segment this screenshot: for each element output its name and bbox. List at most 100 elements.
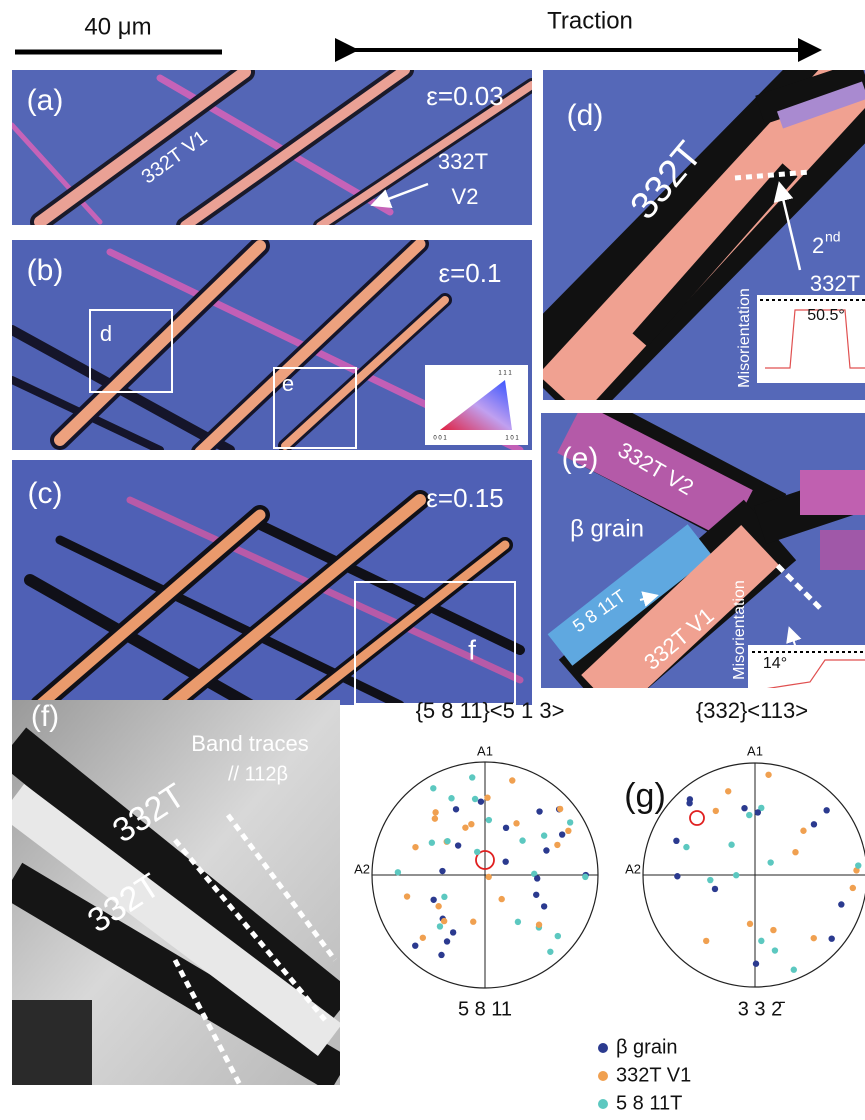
pole-point — [559, 831, 565, 837]
inset-angle: 14° — [763, 655, 787, 672]
pole-point — [444, 838, 450, 844]
ipf-label: 1 0 1 — [505, 436, 519, 442]
pole-point — [404, 893, 410, 899]
pole-point — [437, 923, 443, 929]
pole-point — [450, 929, 456, 935]
pole-point — [683, 844, 689, 850]
pole-point — [462, 824, 468, 830]
pole-point — [850, 885, 856, 891]
axis-label: A2 — [625, 861, 641, 876]
pole-point — [823, 807, 829, 813]
pole-point — [429, 840, 435, 846]
pole-figure-title: {5 8 11}<5 1 3> — [416, 698, 565, 723]
pole-point — [686, 800, 692, 806]
pole-point — [430, 785, 436, 791]
pole-point — [541, 832, 547, 838]
pole-point — [674, 873, 680, 879]
inset-axis: Misorientation — [731, 580, 748, 680]
pole-point — [468, 821, 474, 827]
second-twin-suffix: nd — [825, 229, 841, 245]
legend-label: 5 8 11T — [616, 1092, 682, 1114]
box-label: e — [282, 371, 294, 396]
pole-point — [498, 896, 504, 902]
pole-point — [472, 796, 478, 802]
legend-marker — [598, 1043, 608, 1053]
pole-point — [791, 967, 797, 973]
legend-label: 332T V1 — [616, 1064, 691, 1086]
panel-label: (a) — [27, 84, 64, 117]
pole-point — [741, 805, 747, 811]
pole-point — [455, 842, 461, 848]
traction-label: Traction — [547, 7, 633, 34]
pole-point — [478, 798, 484, 804]
legend-marker — [598, 1099, 608, 1109]
figure: 40 μm Traction (a) ε=0.03 332T V1 332T V… — [0, 0, 865, 1120]
pole-point — [430, 897, 436, 903]
panel-label: (c) — [28, 477, 63, 510]
panel-f — [12, 700, 340, 1085]
pole-point — [565, 828, 571, 834]
pole-figures — [372, 762, 865, 988]
ipf-label: 0 0 1 — [433, 436, 447, 442]
pole-point — [547, 949, 553, 955]
pole-point — [707, 877, 713, 883]
panel-label: (f) — [31, 700, 59, 733]
pole-point — [448, 795, 454, 801]
normal-label: 5 8 11 — [458, 998, 512, 1020]
pole-point — [555, 933, 561, 939]
box-label: f — [468, 634, 476, 665]
pole-point — [469, 774, 475, 780]
pole-point — [441, 918, 447, 924]
pole-point — [484, 794, 490, 800]
pole-point — [765, 772, 771, 778]
pole-figure-title: {332}<113> — [696, 698, 808, 723]
pole-point — [536, 808, 542, 814]
variant-label: V2 — [452, 184, 479, 209]
pole-point — [453, 806, 459, 812]
pole-point — [536, 922, 542, 928]
variant-label: 332T — [438, 149, 488, 174]
scale-bar-label: 40 μm — [84, 13, 151, 40]
pole-point — [519, 837, 525, 843]
inset-angle: 50.5° — [807, 307, 845, 324]
pole-point — [395, 869, 401, 875]
axis-label: A2 — [354, 861, 370, 876]
pole-point — [758, 938, 764, 944]
inset-axis: Misorientation — [736, 288, 753, 388]
ipf-label: 1 1 1 — [498, 371, 512, 377]
pole-point — [728, 842, 734, 848]
pole-point — [753, 961, 759, 967]
pole-point — [502, 858, 508, 864]
legend-label: β grain — [616, 1036, 678, 1058]
axis-label: A1 — [747, 743, 763, 758]
second-twin-name: 332T — [810, 271, 860, 296]
second-twin-number: 2 — [812, 233, 824, 258]
pole-point — [444, 938, 450, 944]
pole-point — [811, 821, 817, 827]
strain-label: ε=0.03 — [426, 81, 503, 111]
traces-label: // 112β — [228, 763, 288, 785]
panel-label: (g) — [624, 777, 666, 815]
pole-point — [486, 874, 492, 880]
legend: β grain 332T V1 5 8 11T — [598, 1036, 691, 1114]
pole-point — [673, 838, 679, 844]
pole-point — [772, 947, 778, 953]
pole-point — [533, 892, 539, 898]
pole-point — [838, 901, 844, 907]
panel-label: (e) — [562, 442, 599, 475]
pole-point — [828, 935, 834, 941]
axis-label: A1 — [477, 743, 493, 758]
pole-point — [733, 872, 739, 878]
pole-point — [541, 903, 547, 909]
pole-point — [770, 927, 776, 933]
pole-point — [412, 844, 418, 850]
pole-point — [470, 919, 476, 925]
pole-point — [432, 815, 438, 821]
pole-point — [412, 942, 418, 948]
pole-point — [438, 952, 444, 958]
pole-point — [509, 777, 515, 783]
matrix-label: β grain — [570, 515, 644, 542]
pole-point — [703, 938, 709, 944]
pole-point — [534, 875, 540, 881]
pole-point — [746, 812, 752, 818]
